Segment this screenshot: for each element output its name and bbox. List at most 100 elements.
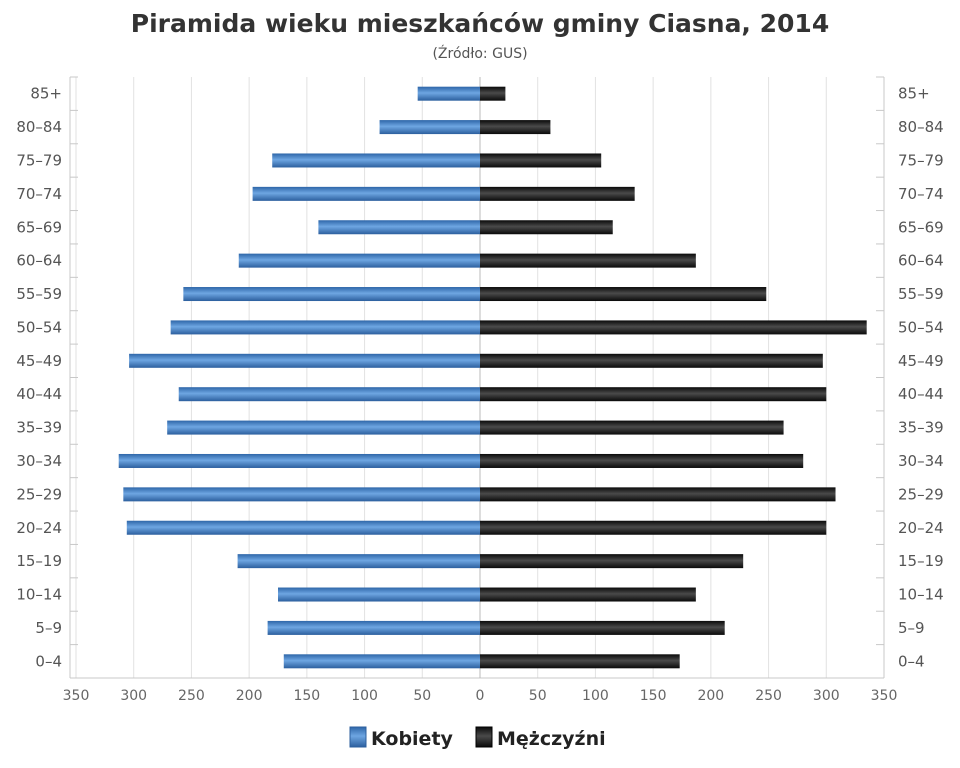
bar-mezczyzni bbox=[480, 120, 551, 135]
bar-kobiety bbox=[238, 253, 480, 268]
category-label-right: 5–9 bbox=[898, 619, 925, 637]
bar-mezczyzni bbox=[480, 86, 506, 101]
bar-kobiety bbox=[170, 320, 480, 335]
category-label-left: 60–64 bbox=[16, 252, 62, 270]
category-label-left: 10–14 bbox=[16, 586, 62, 604]
x-tick-label: 100 bbox=[351, 688, 378, 704]
category-label-right: 65–69 bbox=[898, 218, 944, 236]
category-label-left: 75–79 bbox=[16, 151, 62, 169]
chart-subtitle: (Źródło: GUS) bbox=[432, 44, 527, 62]
bar-kobiety bbox=[123, 487, 480, 502]
bar-kobiety bbox=[252, 186, 480, 201]
bar-mezczyzni bbox=[480, 153, 602, 168]
bar-mezczyzni bbox=[480, 420, 784, 435]
category-label-left: 85+ bbox=[30, 85, 62, 103]
category-label-left: 30–34 bbox=[16, 452, 62, 470]
x-tick-label: 300 bbox=[120, 688, 147, 704]
x-tick-labels: 350 300 250 200 150 100 50 0 50 100 150 200 250 300 35… bbox=[63, 688, 898, 704]
category-label-left: 70–74 bbox=[16, 185, 62, 203]
chart-title: Piramida wieku mieszkańców gminy Ciasna,… bbox=[131, 9, 829, 38]
x-tick-label: 50 bbox=[529, 688, 547, 704]
x-tick-label: 250 bbox=[755, 688, 782, 704]
legend[interactable]: Kobiety Mężczyźni bbox=[349, 726, 606, 750]
category-label-left: 50–54 bbox=[16, 318, 62, 336]
category-label-right: 75–79 bbox=[898, 151, 944, 169]
category-label-right: 20–24 bbox=[898, 519, 944, 537]
category-label-right: 55–59 bbox=[898, 285, 944, 303]
bar-kobiety bbox=[183, 287, 480, 302]
bar-kobiety bbox=[379, 120, 480, 135]
bar-kobiety bbox=[272, 153, 480, 168]
bar-mezczyzni bbox=[480, 287, 767, 302]
x-tick-label: 200 bbox=[697, 688, 724, 704]
x-tick-label: 200 bbox=[236, 688, 263, 704]
category-labels: 0–4 0–4 5–9 5–9 10–14 10–14 15–19 15–19 20–24 20–… bbox=[16, 85, 943, 671]
bar-mezczyzni bbox=[480, 253, 696, 268]
bar-mezczyzni bbox=[480, 387, 827, 402]
category-label-right: 50–54 bbox=[898, 318, 944, 336]
category-label-right: 30–34 bbox=[898, 452, 944, 470]
bar-mezczyzni bbox=[480, 487, 836, 502]
category-label-left: 20–24 bbox=[16, 519, 62, 537]
bar-mezczyzni bbox=[480, 453, 804, 468]
x-tick-label: 50 bbox=[413, 688, 431, 704]
legend-kobiety[interactable]: Kobiety bbox=[349, 726, 454, 750]
category-label-left: 45–49 bbox=[16, 352, 62, 370]
category-label-right: 40–44 bbox=[898, 385, 944, 403]
category-label-right: 85+ bbox=[898, 85, 930, 103]
category-label-left: 55–59 bbox=[16, 285, 62, 303]
bar-kobiety bbox=[129, 353, 480, 368]
bar-kobiety bbox=[318, 220, 480, 235]
category-label-left: 40–44 bbox=[16, 385, 62, 403]
category-label-left: 65–69 bbox=[16, 218, 62, 236]
x-tick-label: 350 bbox=[63, 688, 90, 704]
category-label-left: 5–9 bbox=[35, 619, 62, 637]
category-label-left: 15–19 bbox=[16, 552, 62, 570]
bar-mezczyzni bbox=[480, 620, 725, 635]
category-label-right: 35–39 bbox=[898, 419, 944, 437]
category-label-left: 25–29 bbox=[16, 485, 62, 503]
x-tick-label: 100 bbox=[582, 688, 609, 704]
bar-kobiety bbox=[237, 554, 480, 569]
bars bbox=[118, 86, 867, 669]
category-label-right: 0–4 bbox=[898, 652, 925, 670]
bar-mezczyzni bbox=[480, 220, 613, 235]
x-tick-label: 150 bbox=[640, 688, 667, 704]
bar-kobiety bbox=[278, 587, 480, 602]
legend-swatch bbox=[349, 726, 367, 748]
bar-mezczyzni bbox=[480, 520, 827, 535]
bar-kobiety bbox=[178, 387, 480, 402]
x-tick-label: 350 bbox=[871, 688, 898, 704]
legend-mezczyzni[interactable]: Mężczyźni bbox=[475, 726, 606, 750]
legend-label: Mężczyźni bbox=[497, 728, 606, 750]
category-label-right: 60–64 bbox=[898, 252, 944, 270]
bar-kobiety bbox=[417, 86, 480, 101]
category-label-left: 0–4 bbox=[35, 652, 62, 670]
bar-mezczyzni bbox=[480, 587, 696, 602]
bar-mezczyzni bbox=[480, 320, 867, 335]
x-tick-label: 300 bbox=[813, 688, 840, 704]
axes bbox=[69, 76, 885, 679]
bar-mezczyzni bbox=[480, 554, 744, 569]
bar-kobiety bbox=[267, 620, 480, 635]
bar-mezczyzni bbox=[480, 186, 635, 201]
bar-mezczyzni bbox=[480, 654, 680, 669]
category-label-right: 15–19 bbox=[898, 552, 944, 570]
legend-label: Kobiety bbox=[371, 728, 454, 750]
bar-mezczyzni bbox=[480, 353, 823, 368]
x-tick-label: 150 bbox=[293, 688, 320, 704]
bar-kobiety bbox=[167, 420, 480, 435]
x-tick-label: 250 bbox=[178, 688, 205, 704]
bar-kobiety bbox=[283, 654, 480, 669]
category-label-right: 70–74 bbox=[898, 185, 944, 203]
category-label-left: 80–84 bbox=[16, 118, 62, 136]
category-label-right: 80–84 bbox=[898, 118, 944, 136]
category-label-right: 10–14 bbox=[898, 586, 944, 604]
legend-swatch bbox=[475, 726, 493, 748]
bar-kobiety bbox=[118, 453, 481, 468]
category-label-right: 25–29 bbox=[898, 485, 944, 503]
category-label-right: 45–49 bbox=[898, 352, 944, 370]
bar-kobiety bbox=[126, 520, 480, 535]
x-tick-label: 0 bbox=[476, 688, 485, 704]
